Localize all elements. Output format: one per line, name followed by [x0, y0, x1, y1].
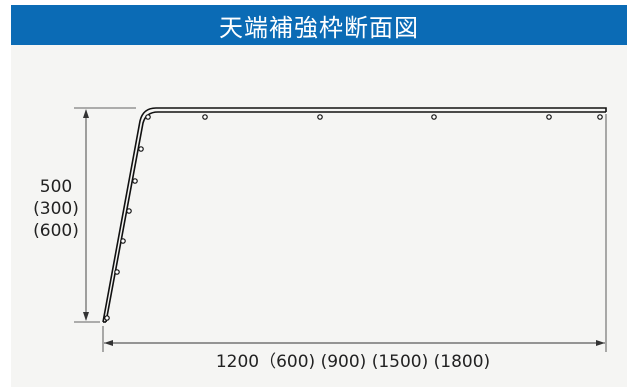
- diagram-title: 天端補強枠断面図: [11, 5, 627, 45]
- bolt-holes: [104, 114, 603, 321]
- width-dimension-label: 1200（600) (900) (1500) (1800): [215, 352, 491, 372]
- height-alt-value: (300): [33, 199, 79, 219]
- bolt-hole: [317, 114, 323, 120]
- height-alt-value: (600): [33, 221, 79, 241]
- bolt-hole: [145, 114, 151, 120]
- height-arrow-bottom: [83, 312, 89, 321]
- bolt-hole: [120, 238, 126, 244]
- bolt-hole: [597, 114, 603, 120]
- bolt-hole: [114, 269, 120, 275]
- width-arrow-right: [596, 340, 605, 346]
- bolt-hole: [431, 114, 437, 120]
- frame-profile-inner: [105, 111, 606, 323]
- diagram-panel: [11, 45, 627, 387]
- height-value: 500: [39, 177, 73, 197]
- bolt-hole: [126, 208, 132, 214]
- bolt-hole: [138, 146, 144, 152]
- bolt-hole: [202, 114, 208, 120]
- bolt-hole: [132, 178, 138, 184]
- bolt-hole: [104, 315, 110, 321]
- bolt-hole: [546, 114, 552, 120]
- height-dimension-labels: 500 (300) (600): [26, 176, 86, 242]
- width-arrow-left: [104, 340, 113, 346]
- height-arrow-top: [83, 109, 89, 118]
- frame-profile-outer: [102, 107, 607, 323]
